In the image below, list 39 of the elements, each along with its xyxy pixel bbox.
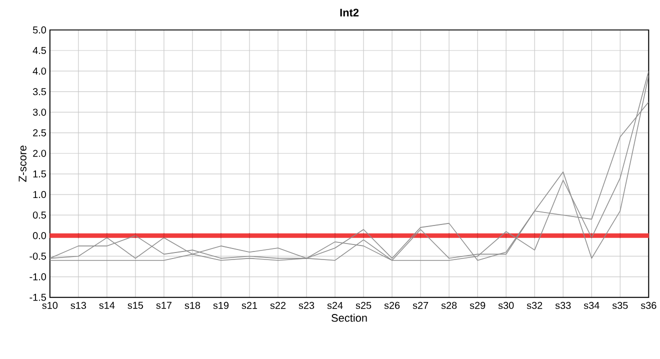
y-tick-label: -1.0 bbox=[30, 273, 46, 280]
y-tick-label: 1.0 bbox=[33, 190, 46, 198]
x-tick-label: s26 bbox=[384, 302, 400, 309]
x-tick-label: s32 bbox=[526, 302, 542, 309]
x-tick-label: s36 bbox=[640, 302, 656, 309]
x-tick-label: s27 bbox=[412, 302, 428, 309]
chart-title: Int2 bbox=[340, 8, 359, 16]
y-tick-label: 0.0 bbox=[32, 232, 46, 240]
x-tick-label: s35 bbox=[612, 302, 628, 309]
x-tick-label: s23 bbox=[298, 302, 314, 309]
x-tick-label: s33 bbox=[555, 302, 571, 309]
y-tick-label: 1.5 bbox=[33, 170, 46, 178]
x-tick-label: s15 bbox=[128, 302, 144, 309]
x-tick-label: s24 bbox=[327, 302, 343, 309]
x-tick-label: s22 bbox=[270, 302, 286, 309]
x-tick-label: s29 bbox=[470, 302, 486, 309]
y-tick-label: 3.0 bbox=[32, 108, 46, 116]
y-tick-label: 3.5 bbox=[32, 88, 46, 96]
y-tick-label: 0.5 bbox=[32, 211, 46, 218]
x-tick-label: s18 bbox=[184, 302, 200, 309]
x-tick-label: s25 bbox=[356, 302, 372, 309]
y-tick-label: 4.5 bbox=[32, 46, 46, 54]
y-tick-label: 2.5 bbox=[33, 129, 46, 136]
x-tick-label: s19 bbox=[213, 302, 229, 309]
x-tick-label: s10 bbox=[42, 302, 58, 309]
x-tick-label: s17 bbox=[156, 302, 172, 309]
x-tick-label: s21 bbox=[242, 302, 258, 309]
x-tick-label: s34 bbox=[584, 302, 600, 309]
y-axis-title: Z-score bbox=[18, 145, 26, 182]
y-tick-label: 4.0 bbox=[32, 67, 46, 74]
y-tick-label: -1.5 bbox=[30, 294, 46, 301]
y-tick-label: 5.0 bbox=[32, 26, 46, 34]
x-tick-label: s28 bbox=[441, 302, 457, 309]
x-tick-label: s14 bbox=[99, 302, 115, 309]
x-tick-label: s13 bbox=[70, 302, 86, 309]
y-tick-label: -0.5 bbox=[30, 252, 46, 260]
y-tick-label: 2.0 bbox=[33, 150, 46, 157]
x-axis-title: Section bbox=[332, 314, 367, 322]
x-tick-label: s30 bbox=[498, 302, 514, 309]
